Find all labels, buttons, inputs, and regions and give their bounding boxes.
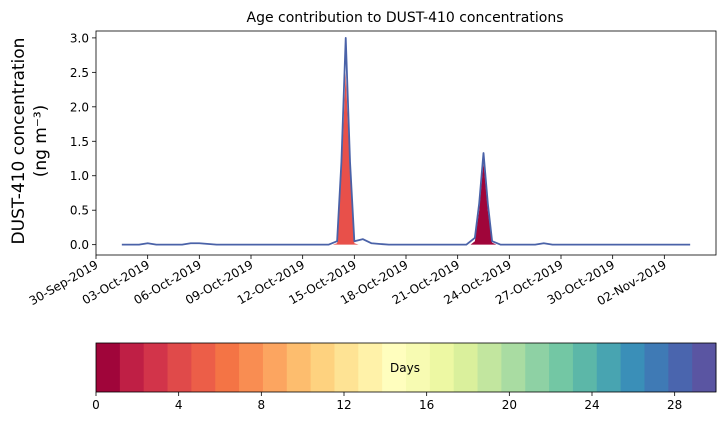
colorbar-cell [477, 343, 502, 392]
colorbar-cell [382, 343, 407, 392]
chart-title: Age contribution to DUST-410 concentrati… [247, 10, 564, 26]
plot-frame [95, 30, 717, 256]
y-tick-label: 0.0 [70, 238, 89, 252]
colorbar-tick-label: 28 [667, 398, 682, 412]
plot-area: 0.0 0.5 1.0 1.5 2.0 2.5 3.0 30-Sep-201903-Oct-… [27, 30, 717, 308]
y-axis-label-line2: (ng m⁻³) [31, 105, 51, 178]
colorbar: Days 0 4 8 12 16 20 24 28 [92, 342, 717, 412]
colorbar-cell [644, 343, 669, 392]
colorbar-cell [191, 343, 216, 392]
colorbar-frame [95, 342, 717, 393]
colorbar-cell [692, 343, 717, 392]
y-tick-label: 3.0 [70, 31, 89, 45]
colorbar-cell [310, 343, 335, 392]
colorbar-cell [119, 343, 145, 392]
y-tick-label: 0.5 [70, 204, 89, 218]
colorbar-cell [143, 343, 169, 392]
colorbar-tick-label: 12 [336, 398, 351, 412]
colorbar-cell [262, 343, 288, 392]
y-ticks: 0.0 0.5 1.0 1.5 2.0 2.5 3.0 [70, 31, 96, 252]
colorbar-cell [406, 343, 431, 392]
y-axis-label-line1: DUST-410 concentration [9, 38, 29, 245]
y-tick-label: 1.5 [70, 135, 89, 149]
colorbar-tick-label: 20 [502, 398, 517, 412]
total-series [121, 36, 691, 246]
colorbar-cell [620, 343, 645, 392]
colorbar-cell [358, 343, 383, 392]
colorbar-cell [453, 343, 479, 392]
colorbar-cell [334, 343, 359, 392]
colorbar-cells [96, 343, 717, 392]
y-tick-label: 2.0 [70, 100, 89, 114]
colorbar-cell [549, 343, 574, 392]
colorbar-cell [596, 343, 622, 392]
age-peak-1 [470, 161, 497, 245]
colorbar-cell [572, 343, 598, 392]
x-ticks: 30-Sep-201903-Oct-201906-Oct-201909-Oct-… [27, 255, 669, 308]
colorbar-cell [525, 343, 550, 392]
colorbar-cell [215, 343, 240, 392]
colorbar-tick-label: 24 [584, 398, 599, 412]
y-tick-label: 2.5 [70, 66, 89, 80]
colorbar-cell [501, 343, 526, 392]
colorbar-tick-label: 16 [419, 398, 434, 412]
colorbar-cell [167, 343, 192, 392]
colorbar-cell [668, 343, 693, 392]
y-axis-label: DUST-410 concentration (ng m⁻³) [9, 38, 51, 245]
colorbar-cell [286, 343, 312, 392]
age-peaks [332, 72, 497, 245]
colorbar-tick-label: 8 [258, 398, 266, 412]
colorbar-cell [239, 343, 264, 392]
colorbar-label: Days [390, 361, 420, 375]
age-peak-0 [332, 72, 359, 245]
colorbar-cell [429, 343, 455, 392]
colorbar-tick-label: 0 [92, 398, 100, 412]
y-tick-label: 1.0 [70, 169, 89, 183]
colorbar-ticks: 0 4 8 12 16 20 24 28 [92, 392, 682, 412]
colorbar-tick-label: 4 [175, 398, 183, 412]
total-series-line [121, 36, 691, 246]
colorbar-cell [96, 343, 121, 392]
